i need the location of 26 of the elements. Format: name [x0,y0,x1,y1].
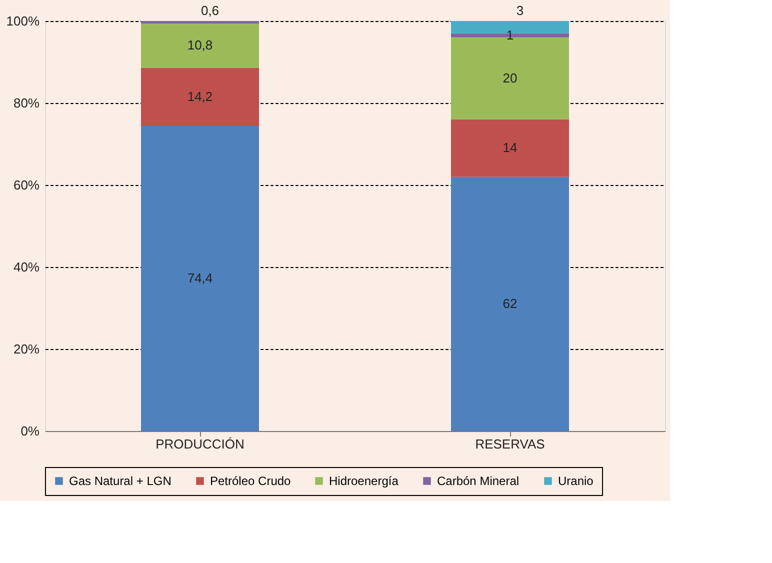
y-tick-label: 80% [13,96,40,110]
data-label: 10,8 [187,38,213,53]
data-label: 3 [516,3,524,18]
bar [451,119,569,177]
bar [141,23,259,68]
y-tick-label: 40% [13,260,40,274]
legend-label: Carbón Mineral [437,474,520,488]
y-tick-label: 20% [13,342,40,356]
data-label: 14 [502,140,518,156]
data-label: 74,4 [187,270,213,286]
y-tick-label: 100% [6,14,40,28]
data-label: 20 [502,70,518,86]
data-label: 0,6 [200,3,220,18]
x-tick-label: PRODUCCIÓN [156,436,244,452]
legend-label: Gas Natural + LGN [69,474,172,488]
legend-label: Hidroenergía [329,474,399,488]
bar [141,126,259,431]
legend-label: Uranio [558,474,594,488]
y-tick-label: 60% [13,178,40,192]
x-tick-label: RESERVAS [475,436,546,452]
bar [451,176,569,431]
data-label: 62 [502,296,518,311]
bar [141,68,259,126]
data-label: 14,2 [187,88,213,104]
legend-label: Petróleo Crudo [210,474,292,488]
y-tick-label: 0% [20,424,40,438]
